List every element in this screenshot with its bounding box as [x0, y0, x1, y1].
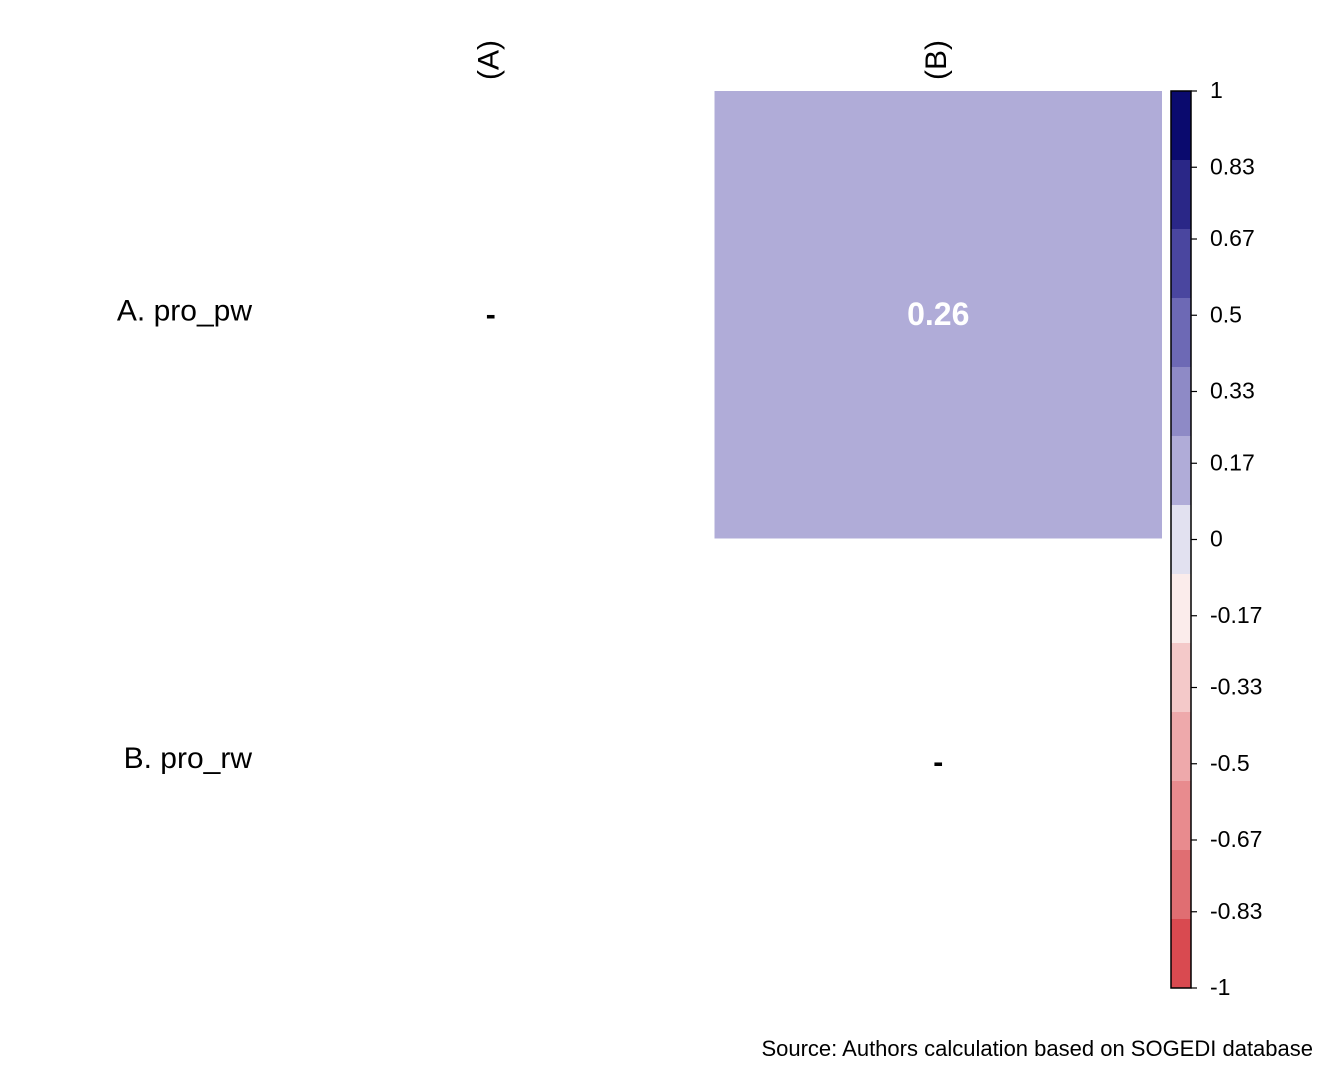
colorbar-tick-label: 0.5 [1210, 301, 1242, 327]
colorbar-bin [1171, 160, 1191, 230]
colorbar-bin [1171, 919, 1191, 989]
colorbar-tick-label: -0.33 [1210, 674, 1262, 700]
colorbar-tick-label: 0.83 [1210, 153, 1255, 179]
colorbar-tick-label: -1 [1210, 974, 1230, 1000]
source-caption: Source: Authors calculation based on SOG… [761, 1036, 1313, 1061]
column-label: (B) [920, 40, 953, 80]
row-labels: A. pro_pw B. pro_rw [117, 295, 252, 776]
colorbar-tick-label: 1 [1210, 77, 1223, 103]
colorbar-tick-label: -0.5 [1210, 750, 1250, 776]
colorbar-bin [1171, 574, 1191, 644]
cell-empty-marker: - [933, 746, 943, 779]
colorbar: 1 0.83 0.67 0.5 0.33 0.17 0 -0.17 -0.33 -0.5 -0.67… [1170, 77, 1262, 1000]
colorbar-bin [1171, 505, 1191, 575]
colorbar-bin [1171, 229, 1191, 299]
cell-value-label: 0.26 [907, 296, 969, 332]
column-label: (A) [473, 40, 506, 80]
colorbar-bin [1171, 298, 1191, 368]
colorbar-tick-label: -0.17 [1210, 602, 1262, 628]
colorbar-bin [1171, 781, 1191, 851]
colorbar-bin [1171, 643, 1191, 713]
colorbar-bin [1171, 850, 1191, 920]
colorbar-tick-label: 0.17 [1210, 449, 1255, 475]
colorbar-bin [1171, 367, 1191, 437]
colorbar-bin [1171, 91, 1191, 161]
colorbar-tick-label: 0 [1210, 526, 1223, 552]
row-label: B. pro_rw [124, 742, 253, 775]
column-labels: (A) (B) [473, 40, 954, 80]
row-label: A. pro_pw [117, 295, 252, 328]
colorbar-tick-label: 0.67 [1210, 225, 1255, 251]
colorbar-tick-label: -0.83 [1210, 898, 1262, 924]
colorbar-tick-label: 0.33 [1210, 378, 1255, 404]
heatmap-cell-0-1 [714, 91, 1162, 539]
cell-empty-marker: - [486, 299, 496, 332]
heatmap-cells: - 0.26 - [486, 91, 1162, 779]
colorbar-bin [1171, 712, 1191, 782]
colorbar-tick-label: -0.67 [1210, 826, 1262, 852]
colorbar-bin [1171, 436, 1191, 506]
